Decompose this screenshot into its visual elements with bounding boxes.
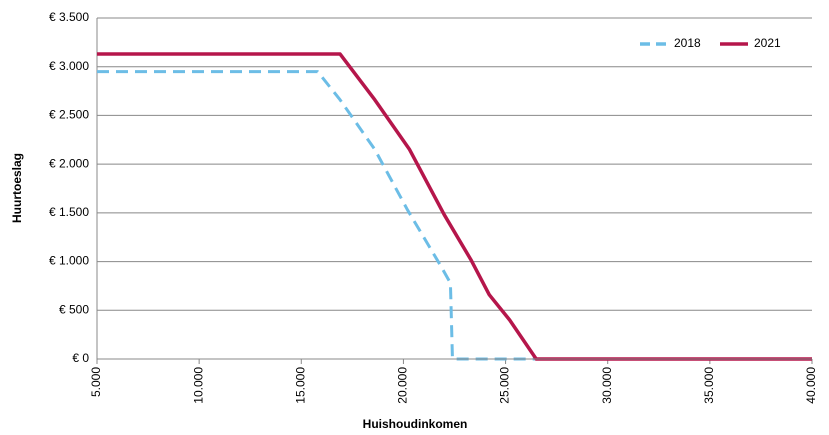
y-tick-label: € 3.500: [49, 10, 89, 24]
series-line: [97, 52, 812, 361]
series-line: [97, 70, 812, 361]
x-tick-label: 10.000: [191, 367, 205, 404]
x-tick-label: 20.000: [396, 367, 410, 404]
x-tick-label: 35.000: [702, 367, 716, 404]
x-tick-label: 25.000: [498, 367, 512, 404]
y-tick-label: € 3.000: [49, 59, 89, 73]
legend-label: 2018: [674, 36, 701, 50]
y-tick-label: € 2.500: [49, 108, 89, 122]
y-axis-title: Huurtoeslag: [10, 153, 24, 223]
y-tick-label: € 0: [72, 351, 89, 365]
x-tick-label: 30.000: [600, 367, 614, 404]
x-axis-title: Huishoudinkomen: [363, 417, 468, 431]
y-tick-label: € 2.000: [49, 156, 89, 170]
x-tick-label: 40.000: [804, 367, 818, 404]
x-tick-label: 15.000: [293, 367, 307, 404]
x-tick-label: 5.000: [89, 367, 103, 397]
y-tick-label: € 500: [59, 302, 89, 316]
legend-label: 2021: [754, 36, 781, 50]
y-tick-label: € 1.000: [49, 254, 89, 268]
y-tick-label: € 1.500: [49, 205, 89, 219]
